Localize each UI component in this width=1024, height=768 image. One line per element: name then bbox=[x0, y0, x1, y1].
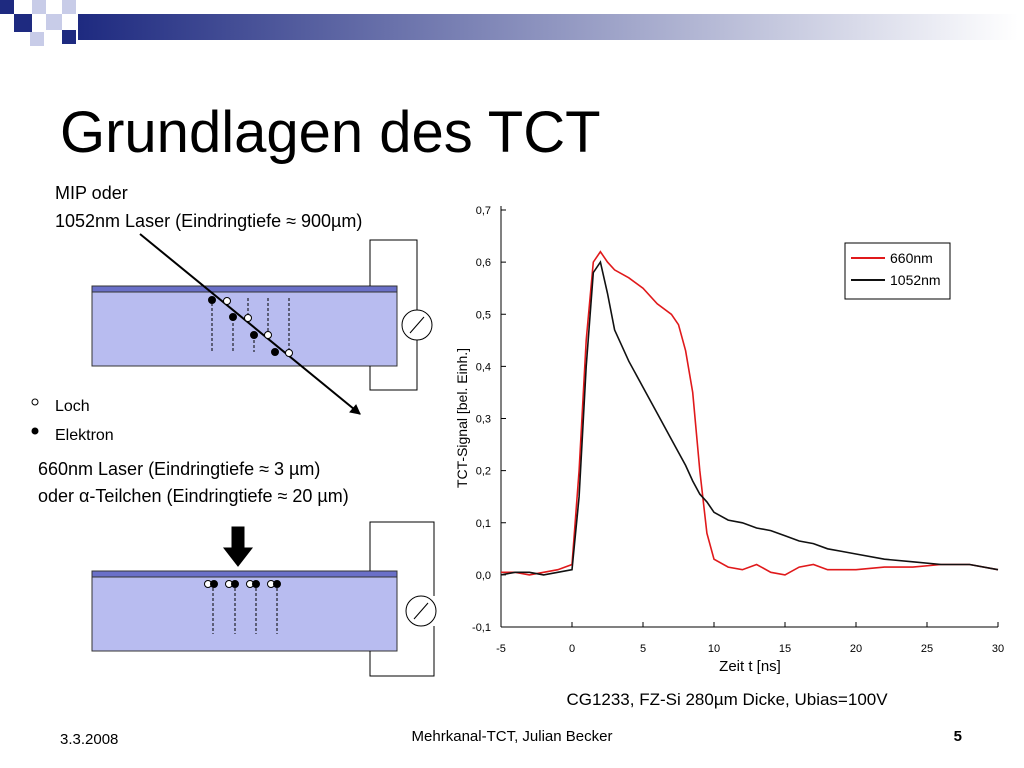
diagram-label: 660nm Laser (Eindringtiefe ≈ 3 µm) bbox=[38, 459, 320, 479]
slide-title: Grundlagen des TCT bbox=[60, 100, 601, 165]
detector-bottom bbox=[91, 521, 437, 677]
diagram-label: 1052nm Laser (Eindringtiefe ≈ 900µm) bbox=[55, 211, 362, 231]
chart-caption: CG1233, FZ-Si 280µm Dicke, Ubias=100V bbox=[566, 690, 888, 709]
x-tick-label: 0 bbox=[569, 643, 575, 655]
footer-date: 3.3.2008 bbox=[60, 731, 118, 748]
carrier-legend bbox=[31, 398, 39, 435]
y-tick-label: 0,4 bbox=[476, 361, 491, 373]
footer-center: Mehrkanal-TCT, Julian Becker bbox=[412, 728, 613, 745]
y-tick-label: 0,1 bbox=[476, 518, 491, 530]
y-tick-label: 0,3 bbox=[476, 414, 491, 426]
legend-hole: Loch bbox=[55, 398, 90, 415]
legend-label: 660nm bbox=[890, 250, 933, 266]
x-tick-label: 20 bbox=[850, 643, 862, 655]
x-tick-label: 5 bbox=[640, 643, 646, 655]
diagram-label: oder α-Teilchen (Eindringtiefe ≈ 20 µm) bbox=[38, 486, 349, 506]
x-axis-label: Zeit t [ns] bbox=[719, 658, 781, 675]
legend-box bbox=[844, 242, 951, 300]
x-tick-label: 10 bbox=[708, 643, 720, 655]
y-tick-label: 0,2 bbox=[476, 466, 491, 478]
series-line bbox=[500, 260, 999, 576]
chart: -0,1 0,0 0,1 0,2 0,3 0,4 0,5 0,6 0,7 -5 0 5 10 15 20 25… bbox=[472, 205, 1004, 655]
y-tick-label: 0,6 bbox=[476, 257, 491, 269]
y-tick-label: 0,5 bbox=[476, 309, 491, 321]
y-axis-label: TCT-Signal [bel. Einh.] bbox=[454, 348, 470, 488]
page-number: 5 bbox=[954, 728, 962, 745]
diagram-label: MIP oder bbox=[55, 183, 128, 203]
header-decoration bbox=[0, 0, 1018, 46]
x-tick-label: 15 bbox=[779, 643, 791, 655]
legend-electron: Elektron bbox=[55, 427, 114, 444]
x-tick-label: 25 bbox=[921, 643, 933, 655]
x-tick-label: -5 bbox=[496, 643, 506, 655]
detector-top bbox=[91, 233, 433, 415]
legend-label: 1052nm bbox=[890, 272, 941, 288]
x-tick-label: 30 bbox=[992, 643, 1004, 655]
y-tick-label: -0,1 bbox=[472, 622, 491, 634]
y-tick-label: 0,7 bbox=[476, 205, 491, 217]
series-line bbox=[501, 250, 999, 576]
y-tick-label: 0,0 bbox=[476, 570, 491, 582]
